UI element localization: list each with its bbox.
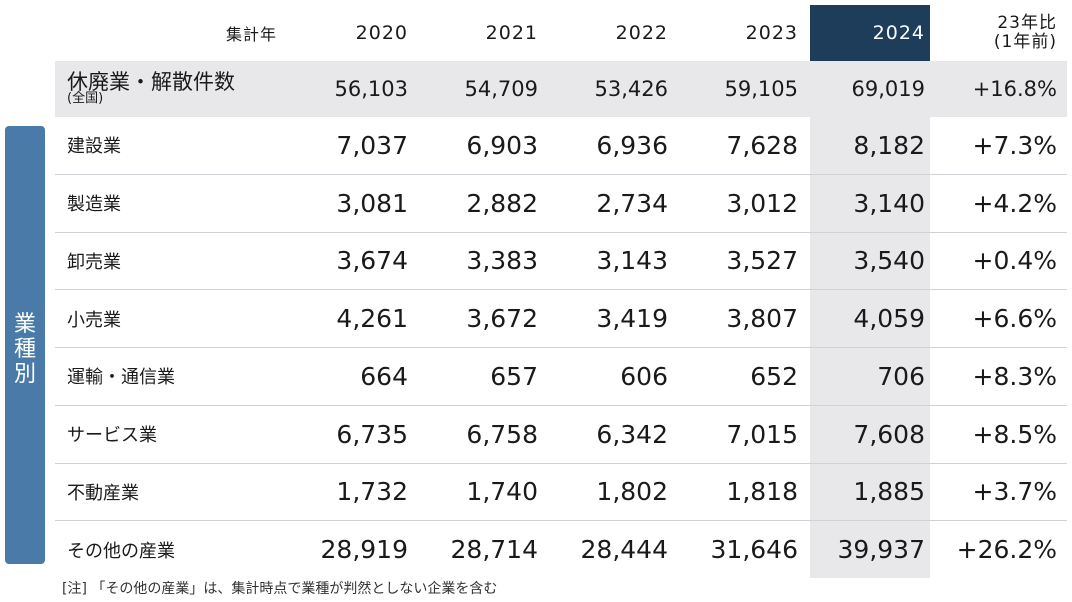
side-label-char: 別 <box>13 362 36 387</box>
row-value: 1,740 <box>466 477 538 507</box>
row-value: 28,714 <box>450 535 538 565</box>
total-change: +16.8% <box>972 77 1057 101</box>
row-change: +26.2% <box>956 535 1057 565</box>
row-value: 3,143 <box>596 246 668 276</box>
row-value: 6,903 <box>466 130 538 160</box>
row-label: 小売業 <box>67 309 121 331</box>
header-year-2020: 2020 <box>355 22 408 44</box>
table-row: 不動産業 1,732 1,740 1,802 1,818 1,885 +3.7% <box>55 463 1067 522</box>
row-label: その他の産業 <box>67 540 175 562</box>
row-value-2024: 3,140 <box>810 174 930 232</box>
row-change: +4.2% <box>972 188 1057 218</box>
row-value: 3,419 <box>596 304 668 334</box>
header-change: 23年比 (1年前) <box>935 5 1057 61</box>
total-value: 56,103 <box>334 77 408 101</box>
header-year-2024: 2024 <box>810 5 930 61</box>
row-value: 3,527 <box>726 246 798 276</box>
row-value: 3,081 <box>336 188 408 218</box>
row-value: 3,012 <box>726 188 798 218</box>
row-label: サービス業 <box>67 425 157 447</box>
table-row: 小売業 4,261 3,672 3,419 3,807 4,059 +6.6% <box>55 290 1067 348</box>
header-change-line2: (1年前) <box>993 32 1057 52</box>
row-value: 7,037 <box>336 130 408 160</box>
total-label: 休廃業・解散件数 (全国) <box>67 61 307 117</box>
row-change: +8.3% <box>972 361 1057 391</box>
row-value: 1,802 <box>596 477 668 507</box>
row-value: 6,735 <box>336 419 408 449</box>
side-label-char: 種 <box>13 337 36 362</box>
closures-table: 集計年 2020 2021 2022 2023 2024 23年比 (1年前) … <box>55 5 1067 578</box>
row-change: +3.7% <box>972 477 1057 507</box>
total-label-sub: (全国) <box>67 91 104 106</box>
row-change: +6.6% <box>972 304 1057 334</box>
table-header-row: 集計年 2020 2021 2022 2023 2024 23年比 (1年前) <box>55 5 1067 61</box>
row-value: 6,936 <box>596 130 668 160</box>
row-value-2024: 7,608 <box>810 405 930 463</box>
row-value: 31,646 <box>710 535 798 565</box>
row-label: 建設業 <box>67 136 121 158</box>
industry-side-label: 業 種 別 <box>5 126 45 564</box>
row-value: 664 <box>360 361 408 391</box>
row-value-2024: 8,182 <box>810 117 930 174</box>
table-row: サービス業 6,735 6,758 6,342 7,015 7,608 +8.5% <box>55 405 1067 464</box>
row-value-2024: 706 <box>810 348 930 405</box>
row-value: 3,383 <box>466 246 538 276</box>
header-year-label: 集計年 <box>225 25 277 44</box>
header-year-2021: 2021 <box>485 22 538 44</box>
total-label-main: 休廃業・解散件数 <box>67 70 235 94</box>
row-label: 製造業 <box>67 194 121 216</box>
row-value: 1,732 <box>336 477 408 507</box>
total-value: 54,709 <box>464 77 538 101</box>
table-row: 卸売業 3,674 3,383 3,143 3,527 3,540 +0.4% <box>55 232 1067 291</box>
total-value: 53,426 <box>594 77 668 101</box>
total-value: 59,105 <box>724 77 798 101</box>
row-change: +8.5% <box>972 419 1057 449</box>
row-label: 不動産業 <box>67 482 139 504</box>
row-value: 2,882 <box>466 188 538 218</box>
row-value-2024: 39,937 <box>810 521 930 578</box>
footnote: [注] 「その他の産業」は、集計時点で業種が判然としない企業を含む <box>62 581 498 597</box>
total-value-2024: 69,019 <box>810 61 930 117</box>
row-value: 3,807 <box>726 304 798 334</box>
table-row: 運輸・通信業 664 657 606 652 706 +8.3% <box>55 348 1067 406</box>
row-change: +0.4% <box>972 246 1057 276</box>
row-value: 28,444 <box>580 535 668 565</box>
row-value: 7,628 <box>726 130 798 160</box>
row-value: 3,674 <box>336 246 408 276</box>
table-row: その他の産業 28,919 28,714 28,444 31,646 39,937 +26.… <box>55 521 1067 578</box>
row-value: 1,818 <box>726 477 798 507</box>
table-row: 建設業 7,037 6,903 6,936 7,628 8,182 +7.3% <box>55 117 1067 175</box>
table-row: 製造業 3,081 2,882 2,734 3,012 3,140 +4.2% <box>55 174 1067 233</box>
row-value: 6,758 <box>466 419 538 449</box>
row-value: 4,261 <box>336 304 408 334</box>
row-value: 657 <box>490 361 538 391</box>
side-label-text: 業 種 別 <box>5 312 45 387</box>
header-year-2022: 2022 <box>615 22 668 44</box>
row-value: 6,342 <box>596 419 668 449</box>
row-value: 2,734 <box>596 188 668 218</box>
header-change-line1: 23年比 <box>997 13 1057 33</box>
header-year-2023: 2023 <box>745 22 798 44</box>
total-row: 休廃業・解散件数 (全国) 56,103 54,709 53,426 59,10… <box>55 61 1067 117</box>
row-value: 7,015 <box>726 419 798 449</box>
row-value: 652 <box>750 361 798 391</box>
side-label-char: 業 <box>13 312 36 337</box>
row-value-2024: 3,540 <box>810 232 930 290</box>
row-label: 卸売業 <box>67 251 121 273</box>
row-value-2024: 1,885 <box>810 463 930 521</box>
row-value: 28,919 <box>320 535 408 565</box>
row-label: 運輸・通信業 <box>67 367 175 389</box>
row-value: 606 <box>620 361 668 391</box>
row-value-2024: 4,059 <box>810 290 930 347</box>
row-value: 3,672 <box>466 304 538 334</box>
row-change: +7.3% <box>972 130 1057 160</box>
